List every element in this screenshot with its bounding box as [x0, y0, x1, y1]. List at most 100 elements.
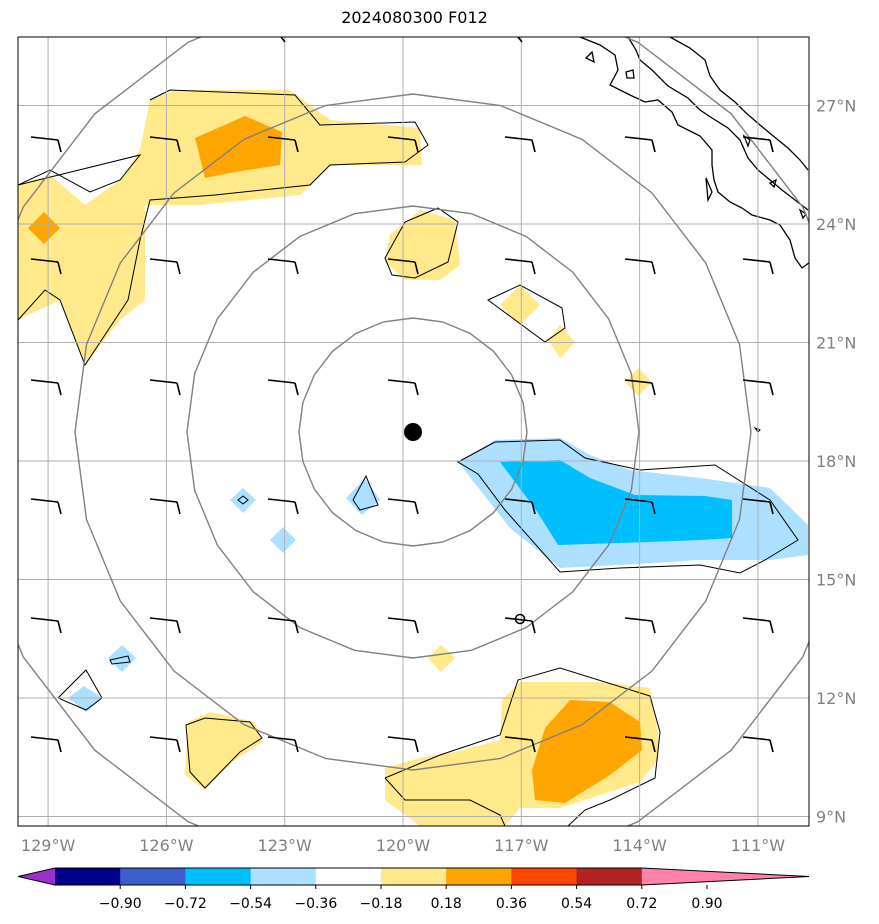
wind-barb	[504, 136, 536, 153]
wind-barb	[267, 136, 299, 153]
wind-barb	[624, 379, 656, 396]
colorbar-tick-label: 0.72	[626, 896, 657, 912]
anomaly-contour-lines	[18, 89, 799, 826]
strong-positive-anomaly-shading	[28, 116, 642, 803]
latitude-label: 12°N	[816, 689, 856, 708]
latitude-label: 15°N	[816, 571, 856, 590]
wind-barbs	[30, 36, 774, 753]
wind-barb	[149, 736, 181, 753]
wind-barb	[742, 498, 774, 515]
wind-barb	[387, 258, 419, 275]
wind-barb	[624, 498, 656, 515]
latitude-label: 21°N	[816, 334, 856, 353]
wind-barb	[280, 36, 286, 43]
colorbar-outline	[17, 867, 810, 886]
colorbar-segment	[315, 868, 382, 885]
wind-barb	[267, 736, 299, 753]
wind-barb	[624, 617, 656, 634]
wind-barb	[30, 258, 62, 275]
colorbar-tick-label: 0.36	[496, 896, 527, 912]
colorbar-tick-label: −0.72	[164, 896, 207, 912]
storm-center-marker	[404, 423, 422, 441]
range-ring	[186, 205, 640, 659]
colorbar-tick-label: 0.18	[431, 896, 462, 912]
range-rings	[18, 37, 809, 826]
strong-negative-anomaly-shading	[500, 460, 732, 545]
negative-anomaly-shading	[68, 438, 808, 712]
colorbar-segment	[120, 868, 186, 885]
colorbar-tick-label: −0.36	[294, 896, 337, 912]
wind-barb	[624, 736, 656, 753]
range-ring	[298, 317, 528, 547]
wind-barb	[624, 136, 656, 153]
wind-barb	[504, 258, 536, 275]
colorbar-segment	[381, 868, 447, 885]
longitude-label: 114°W	[612, 836, 667, 855]
longitude-label: 117°W	[494, 836, 549, 855]
colorbar-tick-label: −0.90	[99, 896, 142, 912]
longitude-labels: 129°W 126°W 123°W 120°W 117°W 114°W 111°W	[21, 836, 785, 855]
wind-barb	[267, 617, 299, 634]
wind-barb	[624, 258, 656, 275]
colorbar-segment	[55, 868, 121, 885]
graticule	[18, 37, 809, 826]
wind-barb	[742, 136, 774, 153]
colorbar-extend-high	[641, 868, 809, 885]
wind-barb	[742, 736, 774, 753]
latitude-label: 24°N	[816, 215, 856, 234]
latitude-label: 27°N	[816, 97, 856, 116]
longitude-label: 123°W	[258, 836, 313, 855]
colorbar-tick-label: 0.90	[691, 896, 722, 912]
wind-barb	[504, 498, 536, 515]
range-ring	[18, 37, 809, 826]
colorbar-tick-label: −0.54	[229, 896, 272, 912]
colorbar: −0.90 −0.72 −0.54 −0.36 −0.18 0.18 0.36 0.54 0.7…	[17, 867, 810, 912]
latitude-labels: 27°N 24°N 21°N 18°N 15°N 12°N 9°N	[816, 97, 856, 827]
wind-barb	[387, 617, 419, 634]
wind-barb	[149, 498, 181, 515]
wind-barb	[742, 379, 774, 396]
wind-barb	[30, 736, 62, 753]
track-point-marker	[514, 613, 526, 625]
latitude-label: 9°N	[816, 808, 846, 827]
range-ring	[74, 93, 752, 771]
wind-barb	[387, 736, 419, 753]
colorbar-tick-label: 0.54	[561, 896, 592, 912]
coastline-baja	[579, 37, 809, 269]
colorbar-segment	[250, 868, 317, 885]
latitude-label: 18°N	[816, 452, 856, 471]
colorbar-segment	[576, 868, 643, 885]
colorbar-segment	[446, 868, 512, 885]
wind-barb	[30, 617, 62, 634]
wind-barb	[504, 736, 536, 753]
map-frame	[17, 36, 810, 827]
wind-barb	[742, 617, 774, 634]
colorbar-segment	[511, 868, 578, 885]
colorbar-extend-low	[18, 868, 55, 885]
map-title: 2024080300 F012	[341, 8, 488, 27]
wind-barb	[387, 498, 419, 515]
longitude-label: 129°W	[21, 836, 76, 855]
colorbar-tick-label: −0.18	[360, 896, 403, 912]
wind-barb	[267, 498, 299, 515]
colorbar-segment	[185, 868, 252, 885]
wind-barb	[387, 136, 419, 153]
wind-barb	[517, 36, 523, 43]
wind-barb	[742, 258, 774, 275]
wind-barb	[30, 136, 62, 153]
wind-barb	[149, 379, 181, 396]
wind-barb	[267, 379, 299, 396]
longitude-label: 126°W	[139, 836, 194, 855]
wind-barb	[504, 379, 536, 396]
wind-barb	[30, 379, 62, 396]
wind-barb	[30, 498, 62, 515]
wind-barb	[267, 258, 299, 275]
wind-barb	[387, 379, 419, 396]
wind-barb	[149, 258, 181, 275]
wind-barb	[149, 617, 181, 634]
longitude-label: 111°W	[731, 836, 786, 855]
map-plot-area	[18, 37, 809, 826]
wind-barb	[504, 617, 536, 634]
longitude-label: 120°W	[376, 836, 431, 855]
